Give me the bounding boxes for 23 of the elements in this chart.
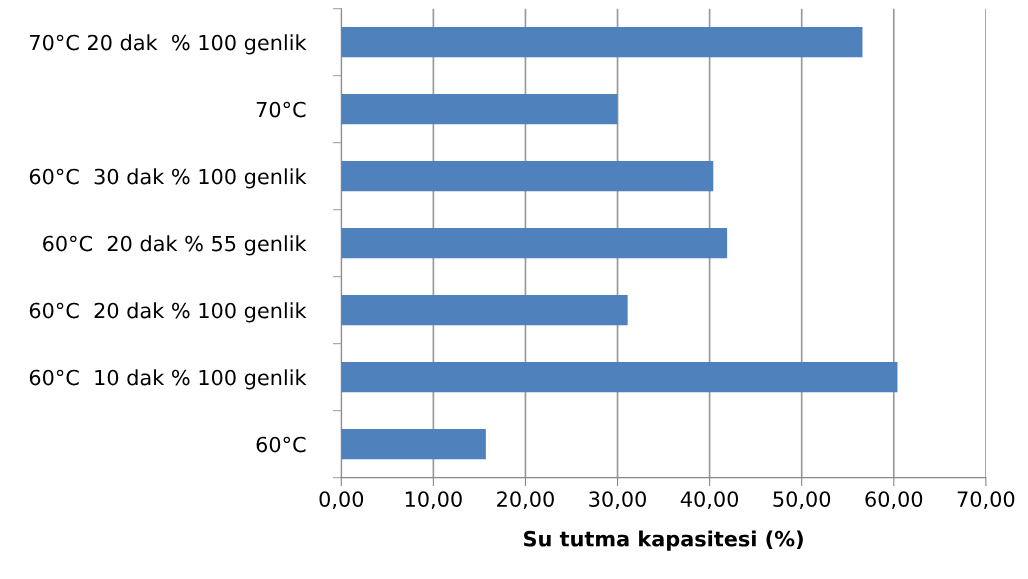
x-axis-title: Su tutma kapasitesi (%)	[524, 530, 803, 551]
y-tick-label: 60°C 30 dak % 100 genlik	[29, 168, 307, 189]
y-tick-label: 70°C 20 dak % 100 genlik	[30, 34, 307, 55]
y-tick-label: 70°C	[256, 101, 306, 118]
bar	[341, 429, 486, 460]
bar	[341, 94, 618, 125]
x-tick-label: 30,00	[589, 491, 646, 510]
bar	[341, 228, 728, 259]
x-tick-label: 60,00	[865, 491, 923, 510]
y-tick-label: 60°C 20 dak % 55 genlik	[43, 235, 307, 256]
x-tick-label: 20,00	[497, 491, 554, 510]
y-tick-label: 60°C	[256, 436, 306, 453]
bar	[341, 27, 863, 58]
bar	[341, 161, 714, 192]
x-tick-label: 40,00	[680, 491, 739, 510]
x-tick-label: 50,00	[773, 491, 831, 510]
y-tick-label: 60°C 10 dak % 100 genlik	[29, 369, 307, 390]
x-tick-label: 10,00	[405, 491, 462, 510]
bar	[341, 362, 898, 393]
bar	[341, 295, 628, 326]
x-tick-label: 0,00	[319, 491, 364, 510]
y-tick-label: 60°C 20 dak % 100 genlik	[29, 302, 307, 323]
x-tick-label: 70,00	[957, 491, 1015, 510]
